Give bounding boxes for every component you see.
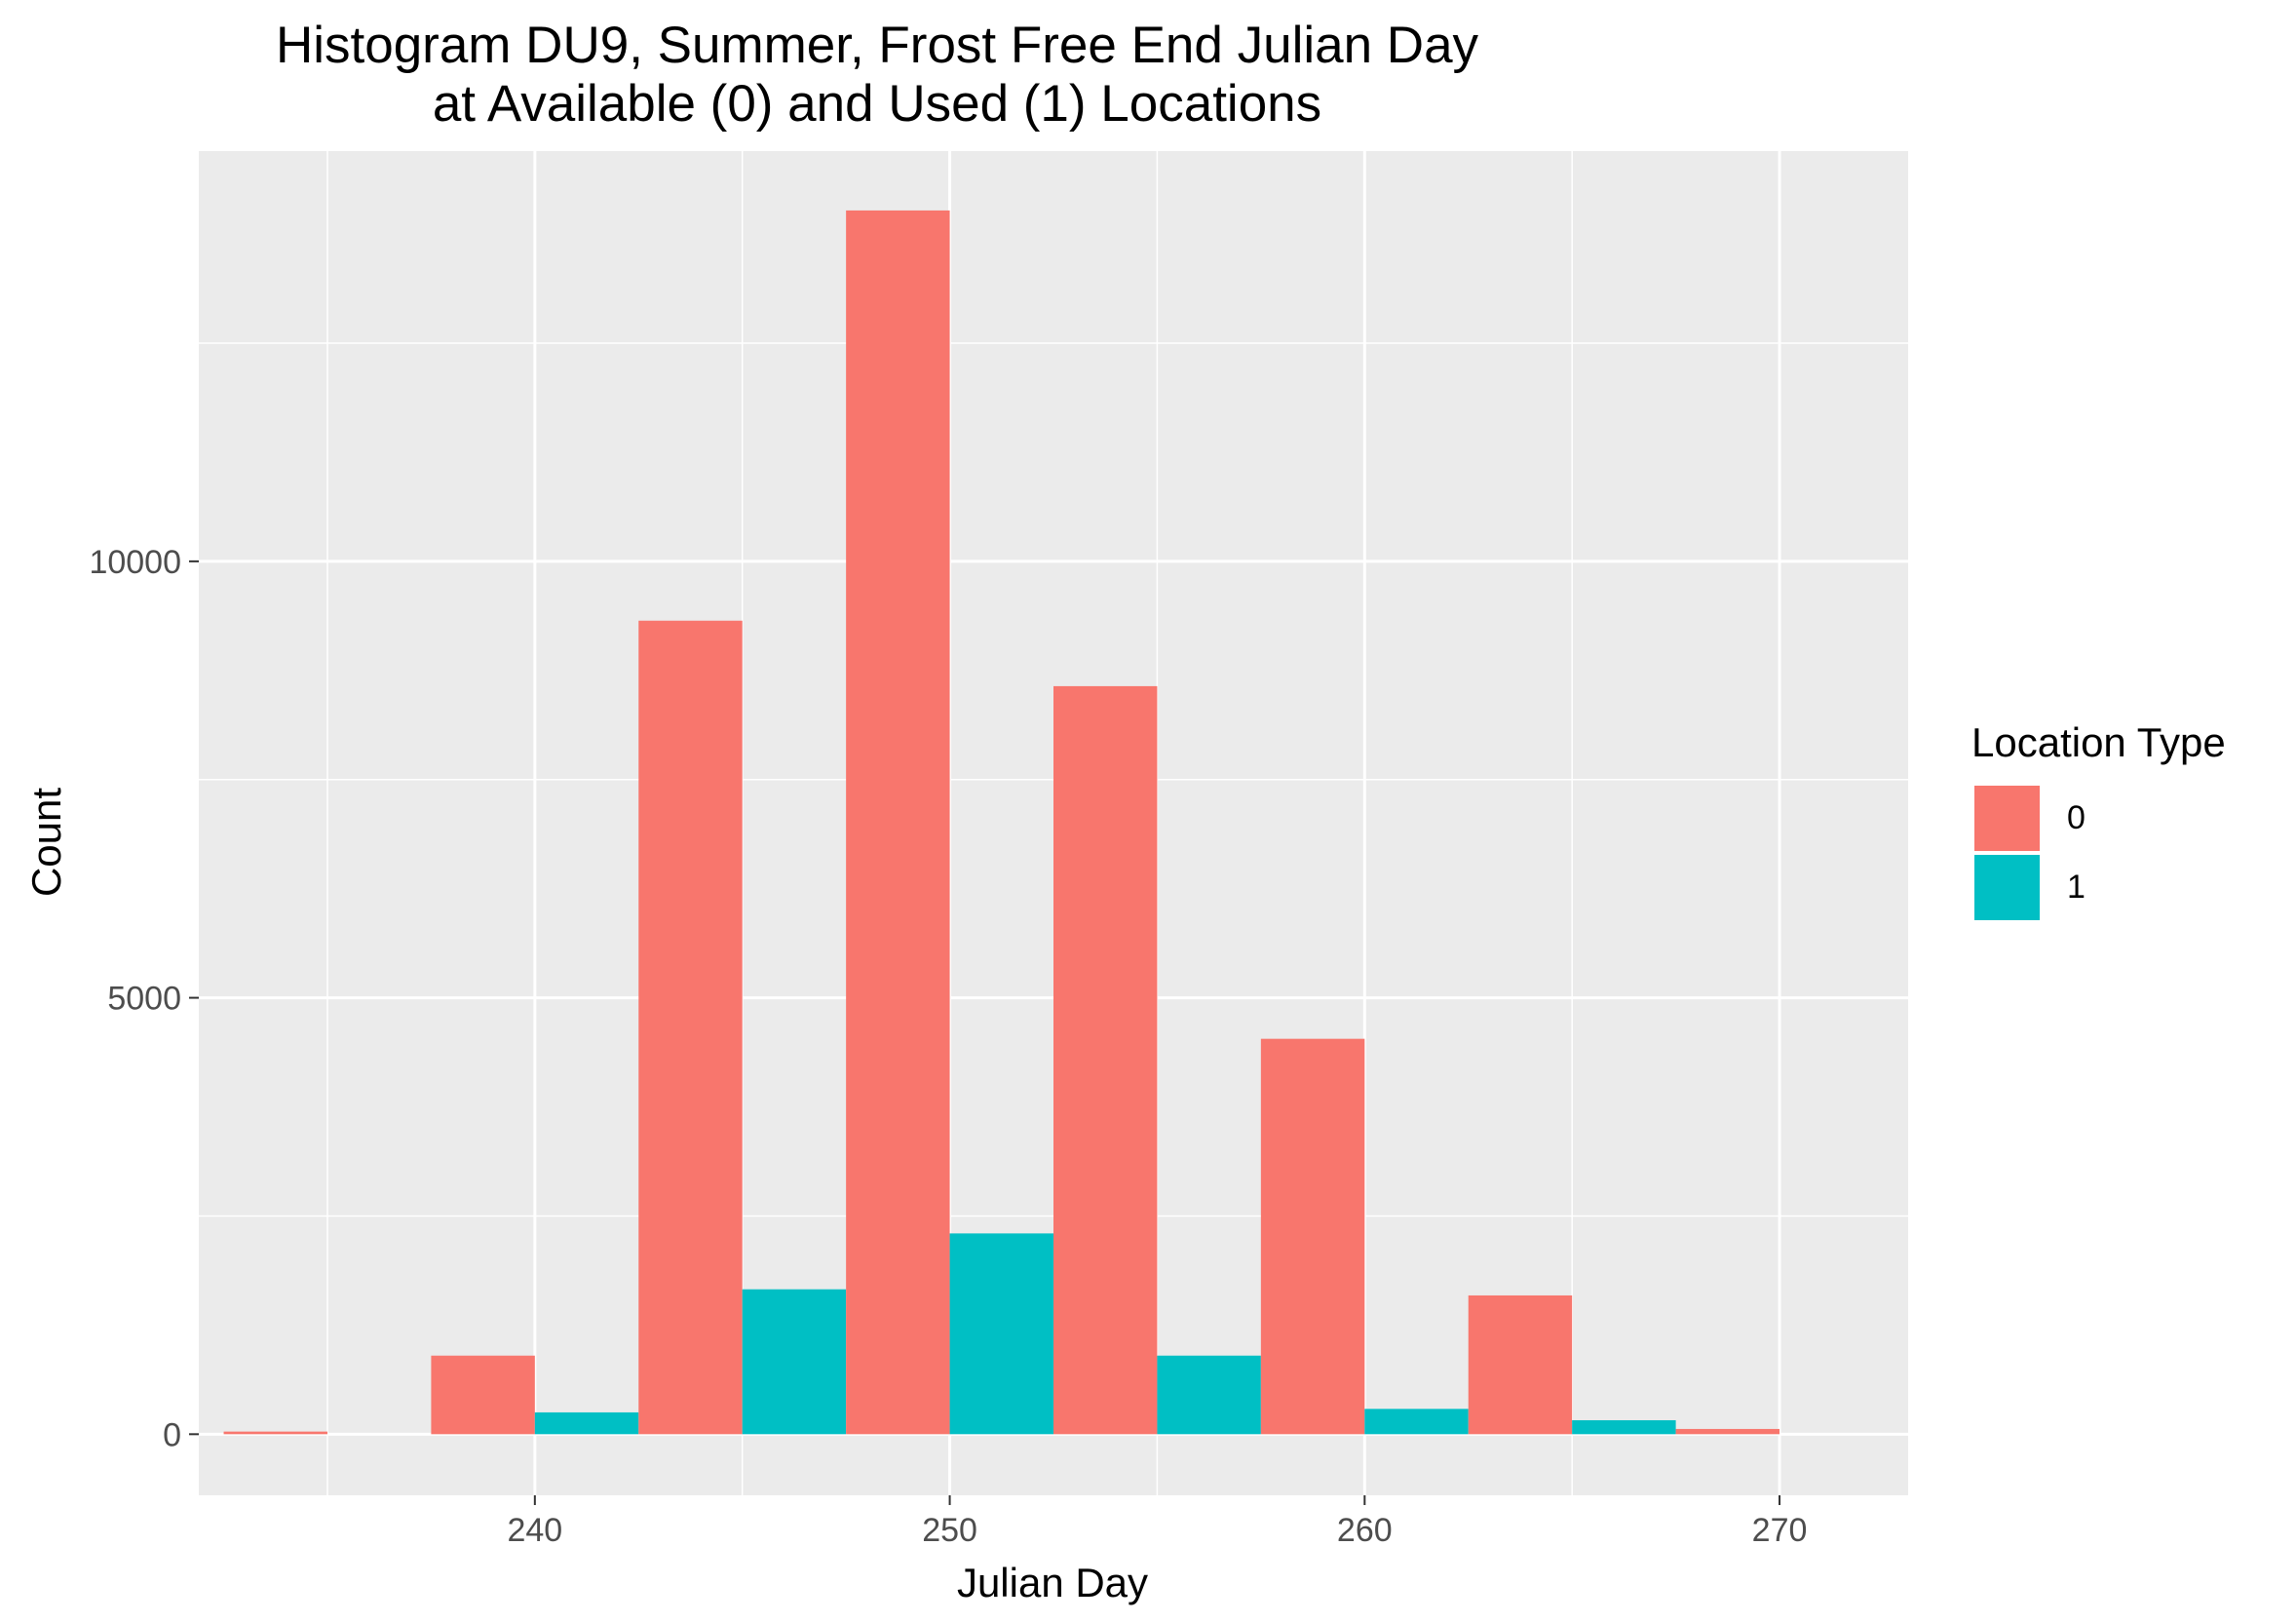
bar-series-0-bin-7 — [1675, 1428, 1780, 1435]
bar-series-0-bin-5 — [1260, 1038, 1365, 1435]
legend-key-0 — [1974, 786, 2040, 851]
bar-series-1-bin-3 — [949, 1233, 1053, 1435]
chart-title: Histogram DU9, Summer, Frost Free End Ju… — [275, 17, 1479, 74]
x-tick-label: 240 — [507, 1512, 562, 1549]
bar-series-1-bin-4 — [1157, 1355, 1261, 1435]
legend-item-0: 0 — [1974, 786, 2086, 851]
bar-series-1-bin-6 — [1572, 1419, 1676, 1435]
legend-item-1: 1 — [1974, 855, 2086, 920]
chart-subtitle: at Available (0) and Used (1) Locations — [432, 75, 1322, 133]
x-tick-label: 270 — [1752, 1512, 1808, 1549]
bar-series-0-bin-0 — [223, 1431, 327, 1435]
legend-key-1 — [1974, 855, 2040, 920]
bar-series-0-bin-6 — [1468, 1295, 1573, 1435]
legend-title: Location Type — [1971, 719, 2226, 765]
bar-series-1-bin-1 — [534, 1411, 639, 1435]
x-axis-title: Julian Day — [956, 1560, 1149, 1605]
y-tick-label: 5000 — [107, 981, 181, 1018]
legend-label-1: 1 — [2067, 869, 2086, 906]
y-axis-title: Count — [23, 787, 70, 898]
x-tick-label: 250 — [922, 1512, 977, 1549]
bar-series-0-bin-2 — [638, 620, 743, 1435]
y-tick-label: 0 — [163, 1416, 181, 1453]
bar-series-0-bin-1 — [431, 1355, 535, 1435]
y-tick-label: 10000 — [89, 544, 181, 581]
bar-series-1-bin-2 — [742, 1289, 847, 1435]
bar-series-1-bin-5 — [1364, 1409, 1469, 1435]
legend-label-0: 0 — [2067, 799, 2086, 836]
bar-series-0-bin-3 — [846, 210, 950, 1435]
bar-series-0-bin-4 — [1053, 685, 1158, 1435]
x-tick-label: 260 — [1337, 1512, 1393, 1549]
